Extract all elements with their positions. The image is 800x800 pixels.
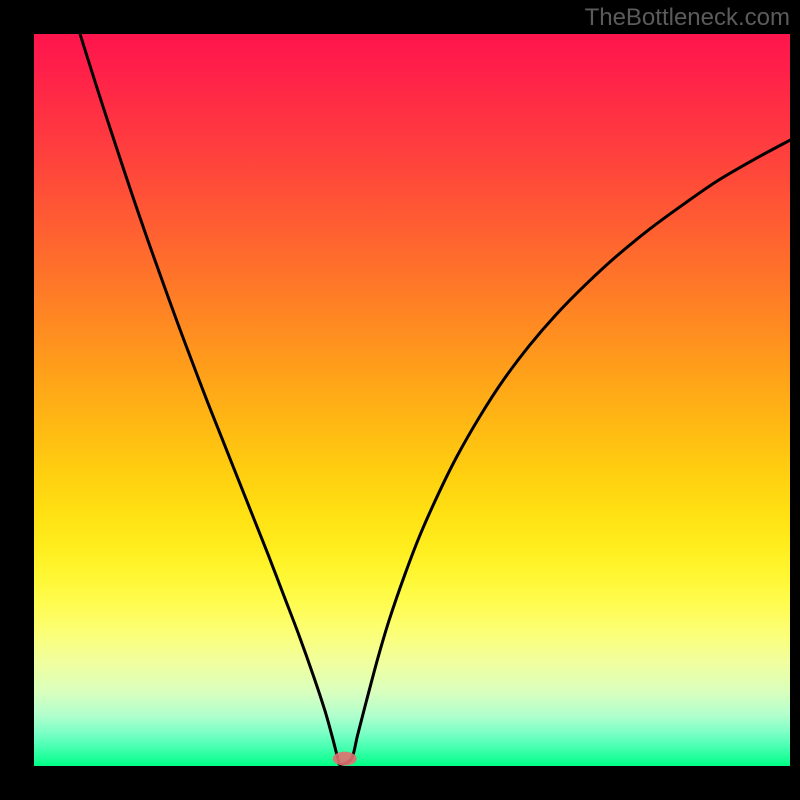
plot-background [34, 34, 790, 766]
chart-container: TheBottleneck.com [0, 0, 800, 800]
watermark-text: TheBottleneck.com [585, 4, 790, 32]
optimal-marker [333, 752, 357, 766]
bottleneck-chart [0, 0, 800, 800]
